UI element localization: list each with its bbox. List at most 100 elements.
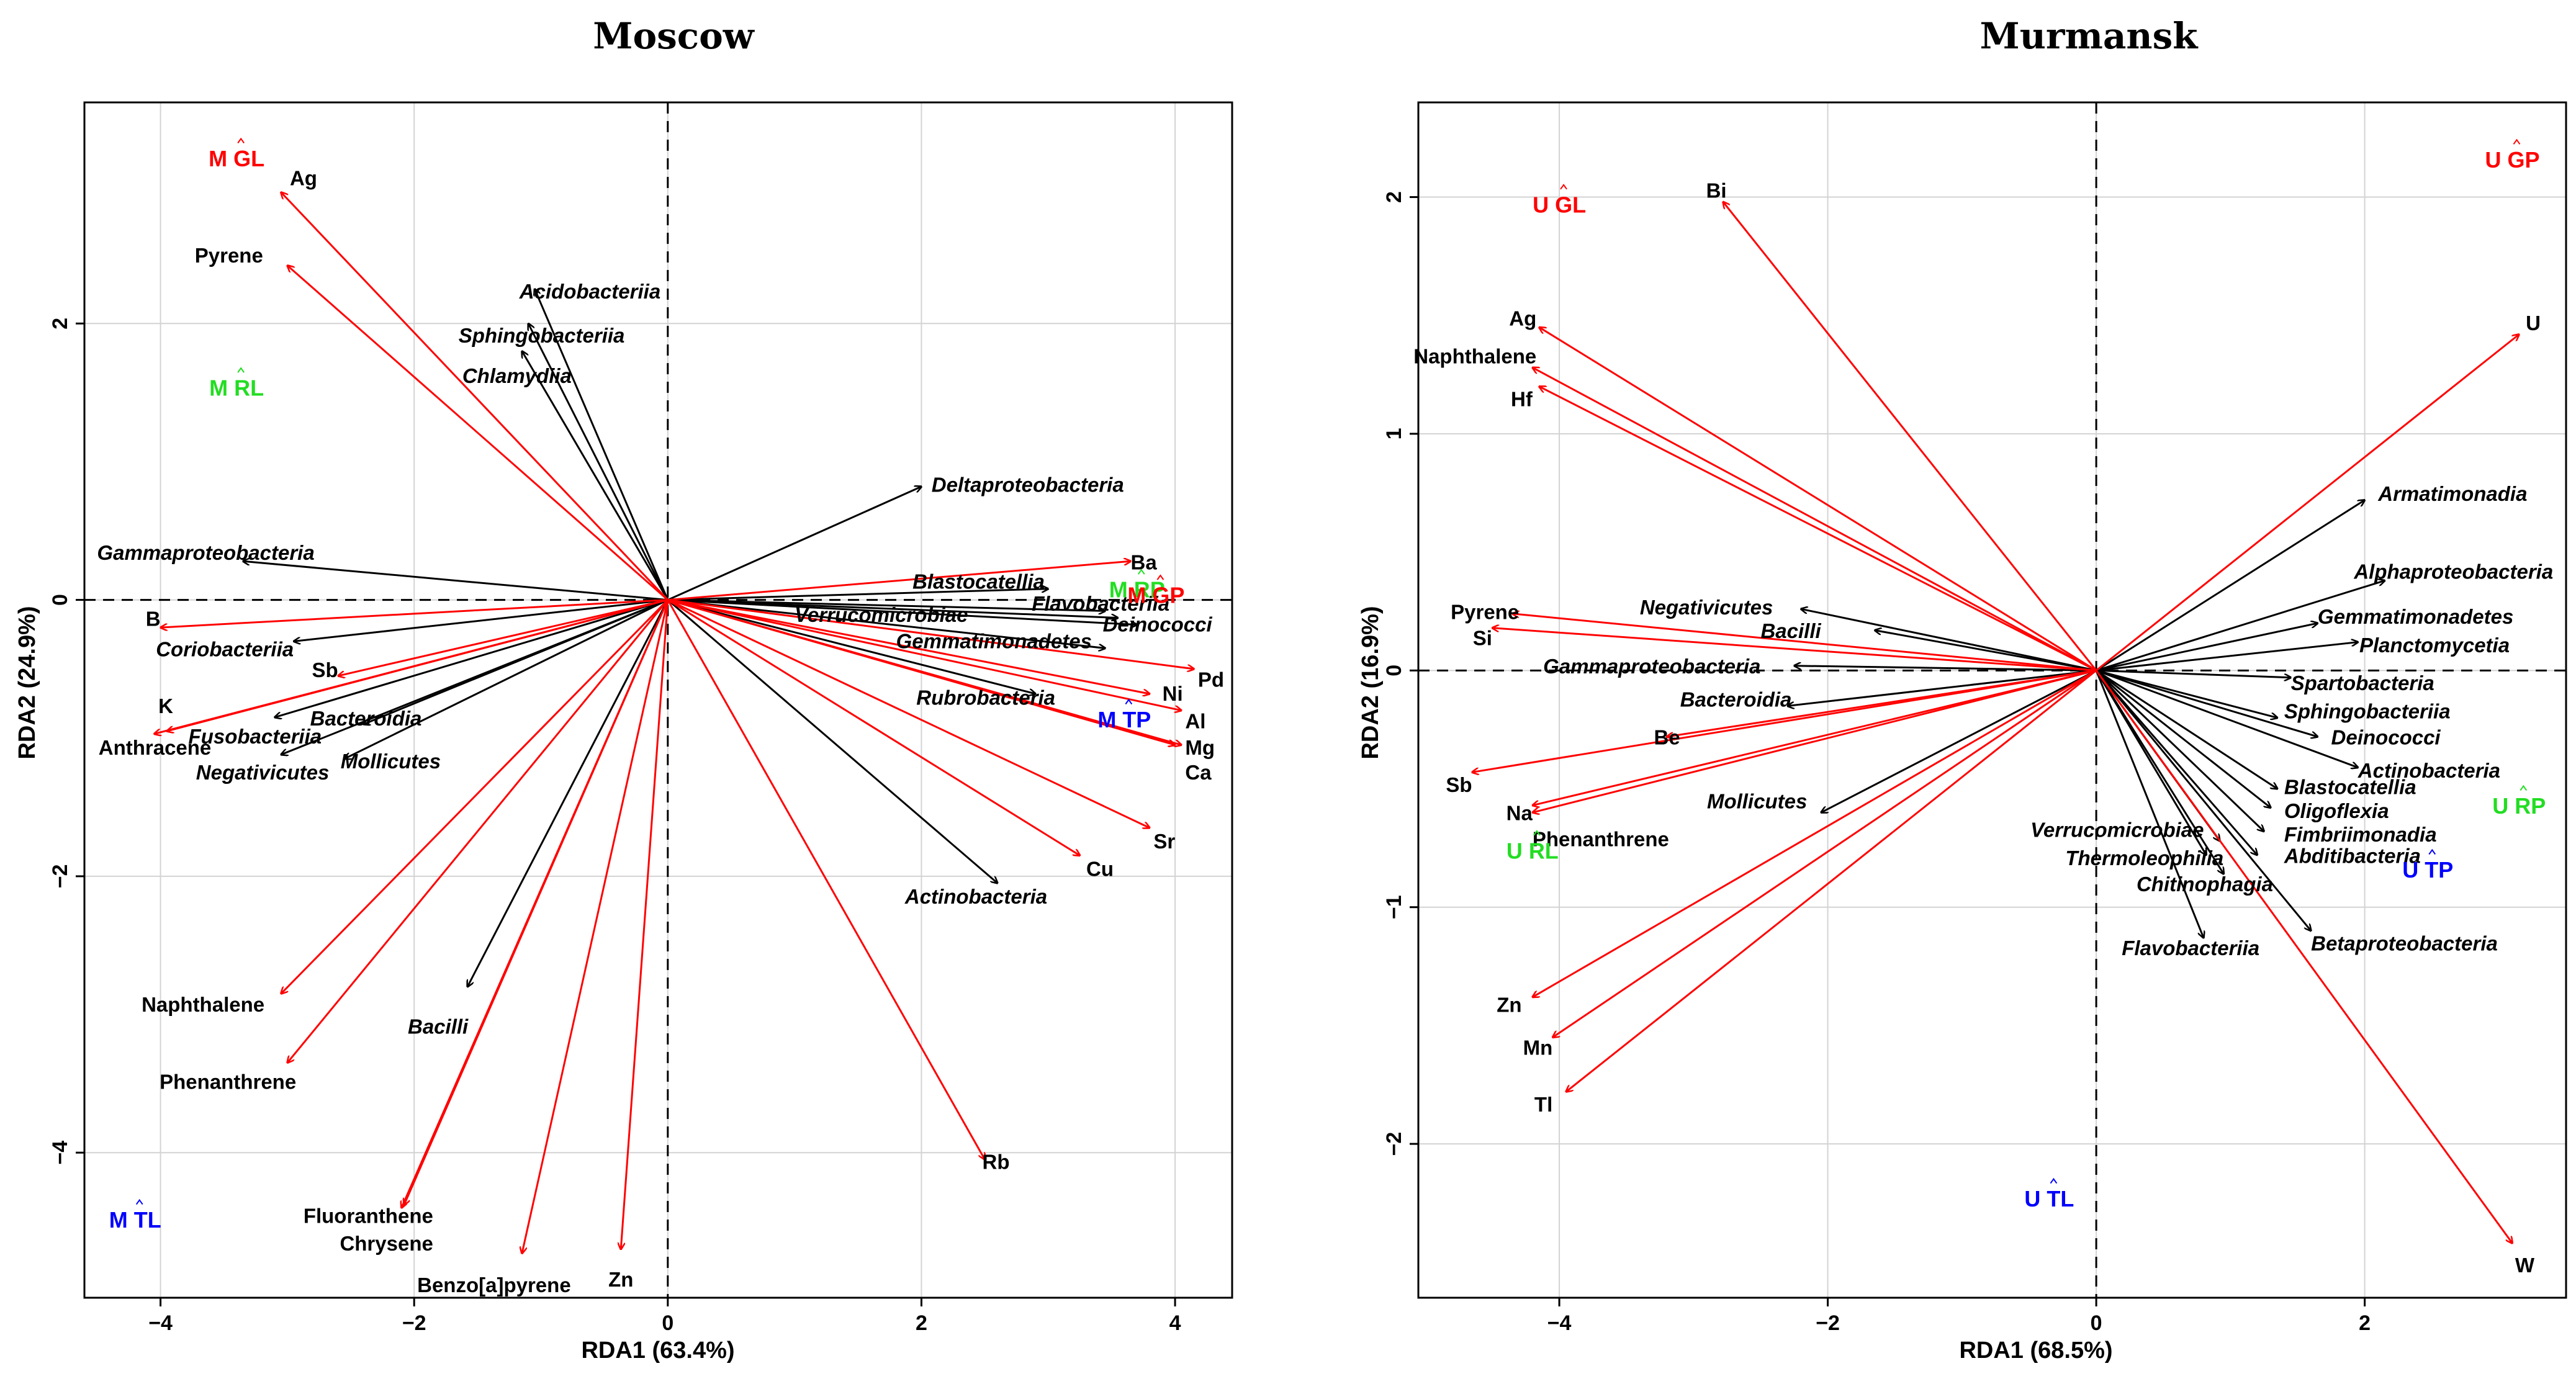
moscow-env-label-phenanthrene: Phenanthrene <box>160 1071 296 1094</box>
moscow-site-label-m-rl: M RL <box>209 375 264 401</box>
murmansk-taxa-arrow-blastocatellia <box>2096 670 2277 789</box>
murmansk-env-label-sb: Sb <box>1446 773 1472 796</box>
murmansk-env-label-zn: Zn <box>1497 994 1521 1017</box>
moscow-taxa-arrow-deinococci <box>667 599 1137 625</box>
murmansk-env-arrow-u <box>2096 335 2519 672</box>
moscow-env-label-mg: Mg <box>1185 736 1215 759</box>
murmansk-x-tick-label: −4 <box>1547 1311 1572 1335</box>
moscow-env-arrow-rb <box>667 599 985 1160</box>
murmansk-site-label-u-gp: U GP <box>2485 147 2539 173</box>
moscow-env-arrow-pyrene <box>287 266 669 601</box>
murmansk-taxa-label-bacteroidia: Bacteroidia <box>1680 688 1792 711</box>
moscow-env-label-sb: Sb <box>312 658 338 681</box>
moscow-env-arrow-pd <box>667 599 1194 669</box>
moscow-env-label-zn: Zn <box>608 1268 633 1291</box>
moscow-tick-labels: −4 −2 0 2 4 −4 −2 0 2 <box>48 318 1181 1335</box>
murmansk-x-tick-label: 0 <box>2091 1311 2102 1335</box>
murmansk-site-label-u-rp: U RP <box>2492 793 2546 819</box>
moscow-taxa-label-mollicutes: Mollicutes <box>341 750 441 773</box>
moscow-site-label-m-tl: M TL <box>109 1207 161 1233</box>
moscow-env-label-al: Al <box>1185 709 1205 732</box>
moscow-env-arrow-al <box>667 599 1181 711</box>
moscow-env-arrow-phenanthrene <box>287 599 669 1063</box>
murmansk-site-marker-u-tl <box>2050 1177 2058 1184</box>
moscow-env-label-rb: Rb <box>983 1151 1010 1174</box>
murmansk-taxa-label-actinobacteria: Actinobacteria <box>2358 759 2500 782</box>
murmansk-env-arrow-naphthalene <box>1533 367 2097 672</box>
moscow-env-arrow-ni <box>667 599 1150 694</box>
murmansk-site-marker-u-tp <box>2428 848 2436 855</box>
murmansk-arrow-labels: Armatimonadia Alphaproteobacteria Gemmatim… <box>1413 179 2553 1277</box>
murmansk-taxa-label-alphaproteobacteria: Alphaproteobacteria <box>2353 560 2553 583</box>
moscow-taxa-label-blastocatellia: Blastocatellia <box>912 570 1045 593</box>
murmansk-site-label-u-tl: U TL <box>2024 1186 2074 1211</box>
murmansk-taxa-arrow-deinococci <box>2096 669 2318 737</box>
moscow-arrow-labels: Acidobacteriia Sphingobacteriia Chlamydiia… <box>97 166 1224 1296</box>
moscow-env-label-benzo-a-pyrene: Benzo[a]pyrene <box>417 1274 571 1296</box>
murmansk-taxa-label-planctomycetia: Planctomycetia <box>2359 634 2510 657</box>
moscow-env-label-k: K <box>158 694 173 717</box>
moscow-env-arrow-chrysene <box>404 599 669 1205</box>
murmansk-env-label-pyrene: Pyrene <box>1451 601 1519 624</box>
murmansk-site-marker-u-gp <box>2513 138 2521 145</box>
moscow-env-label-fluoranthene: Fluoranthene <box>304 1205 433 1228</box>
moscow-env-arrow-zn <box>621 600 669 1249</box>
moscow-taxa-label-actinobacteria: Actinobacteria <box>904 885 1047 908</box>
moscow-biplot-panel: Moscow RDA1 (63.4%) RDA2 (24.9%) −4 −2 0 2 4… <box>14 15 1233 1364</box>
moscow-x-tick-label: 2 <box>916 1311 927 1335</box>
murmansk-env-arrow-pyrene <box>1512 614 2097 672</box>
murmansk-biplot-panel: Murmansk RDA1 (68.5%) RDA2 (16.9%) −4 −2 0… <box>1358 15 2567 1364</box>
murmansk-taxa-label-sphingobacteriia: Sphingobacteriia <box>2284 700 2451 723</box>
moscow-y-tick-label: −4 <box>48 1141 72 1165</box>
murmansk-env-label-hf: Hf <box>1511 387 1533 410</box>
moscow-taxa-arrow-blastocatellia <box>667 589 1048 601</box>
moscow-x-axis-label: RDA1 (63.4%) <box>581 1337 734 1364</box>
murmansk-env-label-si: Si <box>1473 626 1492 649</box>
moscow-taxa-arrow-rubrobacteria <box>667 599 1035 694</box>
moscow-taxa-arrow-gammaproteobacteria <box>243 561 668 601</box>
moscow-env-label-ca: Ca <box>1185 761 1212 784</box>
moscow-y-tick-label: −2 <box>48 865 72 889</box>
moscow-x-tick-label: 0 <box>662 1311 673 1335</box>
moscow-env-arrow-ba <box>667 561 1131 601</box>
moscow-site-marker-m-tp <box>1125 698 1133 705</box>
moscow-site-label-m-rp: M RP <box>1109 577 1165 603</box>
moscow-taxa-label-deinococci: Deinococci <box>1103 613 1213 636</box>
murmansk-taxa-label-negativicutes: Negativicutes <box>1640 596 1773 619</box>
murmansk-tick-labels: −4 −2 0 2 −2 −1 0 1 2 <box>1382 191 2371 1335</box>
murmansk-env-arrow-hf <box>1539 387 2097 672</box>
murmansk-taxa-label-gammaproteobacteria: Gammaproteobacteria <box>1543 655 1760 678</box>
moscow-taxa-label-coriobacteriia: Coriobacteriia <box>156 638 294 661</box>
murmansk-env-label-tl: Tl <box>1534 1093 1552 1116</box>
moscow-taxa-label-sphingobacteriia: Sphingobacteriia <box>459 324 625 347</box>
moscow-site-marker-m-rl <box>237 367 245 373</box>
moscow-env-arrow-anthracene <box>154 599 669 734</box>
murmansk-taxa-arrow-bacilli <box>1875 630 2097 672</box>
murmansk-taxa-label-fimbriimonadia: Fimbriimonadia <box>2284 823 2437 846</box>
murmansk-taxa-arrow-fimbriimonadia <box>2096 670 2264 831</box>
moscow-taxa-arrow-actinobacteria <box>667 599 998 883</box>
murmansk-taxa-label-betaproteobacteria: Betaproteobacteria <box>2311 932 2498 955</box>
murmansk-env-arrow-mn <box>1552 670 2097 1037</box>
moscow-taxa-arrow-verrucomicrobiae <box>667 599 1118 618</box>
murmansk-taxa-label-bacilli: Bacilli <box>1760 619 1821 642</box>
murmansk-x-axis-label: RDA1 (68.5%) <box>1959 1337 2112 1364</box>
moscow-site-marker-m-gl <box>237 137 245 144</box>
murmansk-taxa-arrow-actinobacteria <box>2096 669 2358 767</box>
moscow-env-label-sr: Sr <box>1153 830 1175 853</box>
moscow-taxa-label-verrucomicrobiae: Verrucomicrobiae <box>795 603 968 626</box>
moscow-env-label-ba: Ba <box>1131 550 1158 573</box>
murmansk-site-marker-u-rp <box>2520 784 2528 791</box>
murmansk-taxa-arrow-armatimonadia <box>2096 500 2365 672</box>
murmansk-taxa-arrow-abditibacteria <box>2095 670 2258 855</box>
moscow-zero-lines <box>84 102 1232 1298</box>
moscow-env-label-anthracene: Anthracene <box>99 736 212 759</box>
murmansk-env-label-mn: Mn <box>1523 1036 1553 1059</box>
moscow-env-arrow-sr <box>667 599 1150 828</box>
moscow-taxa-label-flavobacteriia: Flavobacteriia <box>1032 592 1169 615</box>
moscow-env-label-ni: Ni <box>1163 682 1183 705</box>
murmansk-env-arrow-tl <box>1566 670 2097 1092</box>
murmansk-taxa-arrow-spartobacteria <box>2096 669 2291 677</box>
murmansk-taxa-arrow-gemmatimonadetes <box>2096 623 2318 672</box>
